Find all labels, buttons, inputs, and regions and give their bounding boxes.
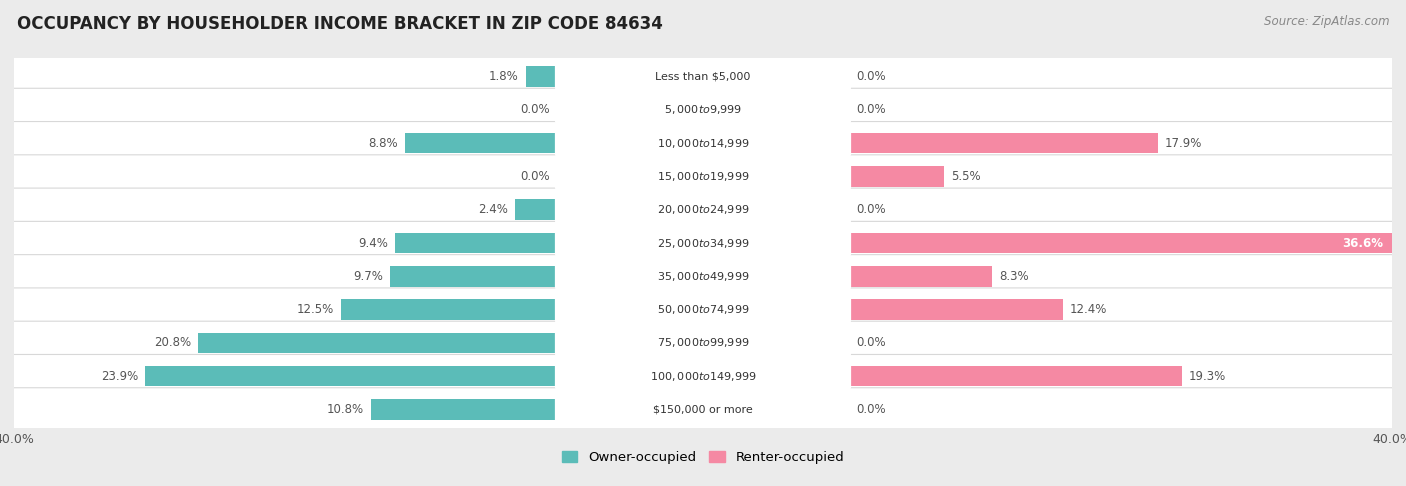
Legend: Owner-occupied, Renter-occupied: Owner-occupied, Renter-occupied [557, 446, 849, 469]
FancyBboxPatch shape [555, 262, 851, 290]
Text: OCCUPANCY BY HOUSEHOLDER INCOME BRACKET IN ZIP CODE 84634: OCCUPANCY BY HOUSEHOLDER INCOME BRACKET … [17, 15, 662, 33]
Bar [371, 399, 557, 420]
Text: 12.5%: 12.5% [297, 303, 335, 316]
Text: 0.0%: 0.0% [520, 170, 550, 183]
Bar [405, 133, 557, 154]
FancyBboxPatch shape [11, 55, 1395, 98]
Text: 9.7%: 9.7% [353, 270, 382, 283]
Text: 0.0%: 0.0% [856, 403, 886, 416]
Bar [342, 299, 557, 320]
Text: 12.4%: 12.4% [1070, 303, 1108, 316]
FancyBboxPatch shape [11, 221, 1395, 265]
Text: Source: ZipAtlas.com: Source: ZipAtlas.com [1264, 15, 1389, 28]
Text: 17.9%: 17.9% [1164, 137, 1202, 150]
Text: 8.3%: 8.3% [1000, 270, 1029, 283]
Bar [145, 366, 557, 386]
Text: $35,000 to $49,999: $35,000 to $49,999 [657, 270, 749, 283]
Bar [849, 133, 1157, 154]
FancyBboxPatch shape [11, 321, 1395, 364]
Text: 20.8%: 20.8% [155, 336, 191, 349]
FancyBboxPatch shape [11, 255, 1395, 298]
Bar [515, 199, 557, 220]
FancyBboxPatch shape [11, 122, 1395, 165]
Text: 2.4%: 2.4% [478, 203, 509, 216]
Text: $100,000 to $149,999: $100,000 to $149,999 [650, 369, 756, 382]
Text: 8.8%: 8.8% [368, 137, 398, 150]
Bar [198, 332, 557, 353]
Text: 9.4%: 9.4% [359, 237, 388, 249]
Text: $15,000 to $19,999: $15,000 to $19,999 [657, 170, 749, 183]
FancyBboxPatch shape [11, 388, 1395, 431]
Text: $20,000 to $24,999: $20,000 to $24,999 [657, 203, 749, 216]
Text: 36.6%: 36.6% [1343, 237, 1384, 249]
Bar [526, 66, 557, 87]
Bar [849, 299, 1063, 320]
FancyBboxPatch shape [11, 88, 1395, 132]
Text: 0.0%: 0.0% [856, 104, 886, 117]
FancyBboxPatch shape [555, 163, 851, 190]
FancyBboxPatch shape [11, 288, 1395, 331]
Text: Less than $5,000: Less than $5,000 [655, 71, 751, 82]
FancyBboxPatch shape [555, 329, 851, 356]
Text: $50,000 to $74,999: $50,000 to $74,999 [657, 303, 749, 316]
FancyBboxPatch shape [555, 229, 851, 257]
FancyBboxPatch shape [555, 363, 851, 390]
Bar [849, 233, 1406, 253]
Text: 1.8%: 1.8% [489, 70, 519, 83]
Text: 0.0%: 0.0% [856, 70, 886, 83]
FancyBboxPatch shape [11, 188, 1395, 231]
FancyBboxPatch shape [555, 63, 851, 90]
Text: 0.0%: 0.0% [856, 336, 886, 349]
FancyBboxPatch shape [555, 130, 851, 157]
Text: $25,000 to $34,999: $25,000 to $34,999 [657, 237, 749, 249]
FancyBboxPatch shape [555, 96, 851, 123]
FancyBboxPatch shape [555, 396, 851, 423]
Text: 23.9%: 23.9% [101, 369, 138, 382]
Text: $5,000 to $9,999: $5,000 to $9,999 [664, 104, 742, 117]
FancyBboxPatch shape [555, 296, 851, 323]
Text: $150,000 or more: $150,000 or more [654, 404, 752, 415]
FancyBboxPatch shape [11, 354, 1395, 398]
Text: 0.0%: 0.0% [856, 203, 886, 216]
Bar [849, 266, 993, 287]
Bar [849, 366, 1182, 386]
Text: 19.3%: 19.3% [1188, 369, 1226, 382]
Text: $10,000 to $14,999: $10,000 to $14,999 [657, 137, 749, 150]
Bar [389, 266, 557, 287]
FancyBboxPatch shape [11, 155, 1395, 198]
Text: 5.5%: 5.5% [950, 170, 980, 183]
Text: 0.0%: 0.0% [520, 104, 550, 117]
Bar [395, 233, 557, 253]
Text: 10.8%: 10.8% [326, 403, 364, 416]
Text: $75,000 to $99,999: $75,000 to $99,999 [657, 336, 749, 349]
Bar [849, 166, 945, 187]
FancyBboxPatch shape [555, 196, 851, 224]
